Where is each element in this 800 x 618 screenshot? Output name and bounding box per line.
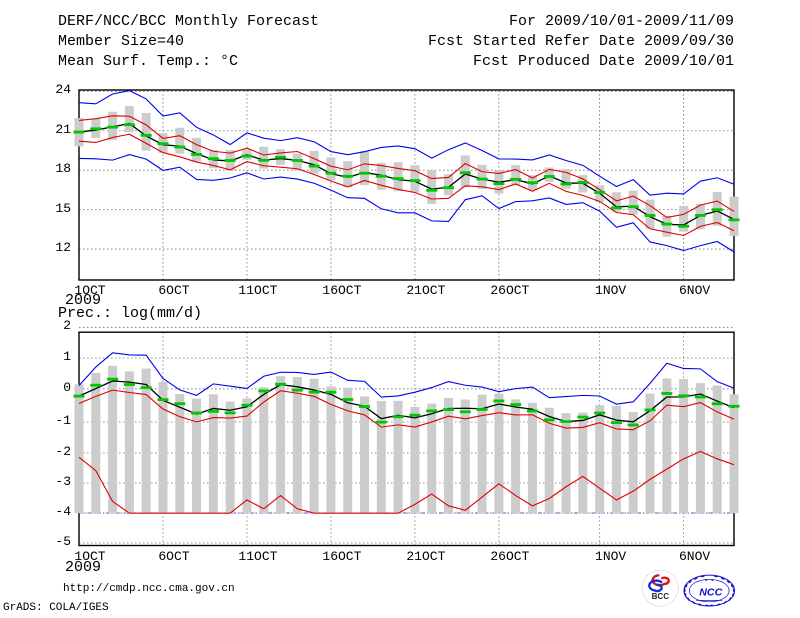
svg-text:BCC: BCC — [652, 592, 670, 601]
svg-text:NCC: NCC — [699, 588, 723, 599]
